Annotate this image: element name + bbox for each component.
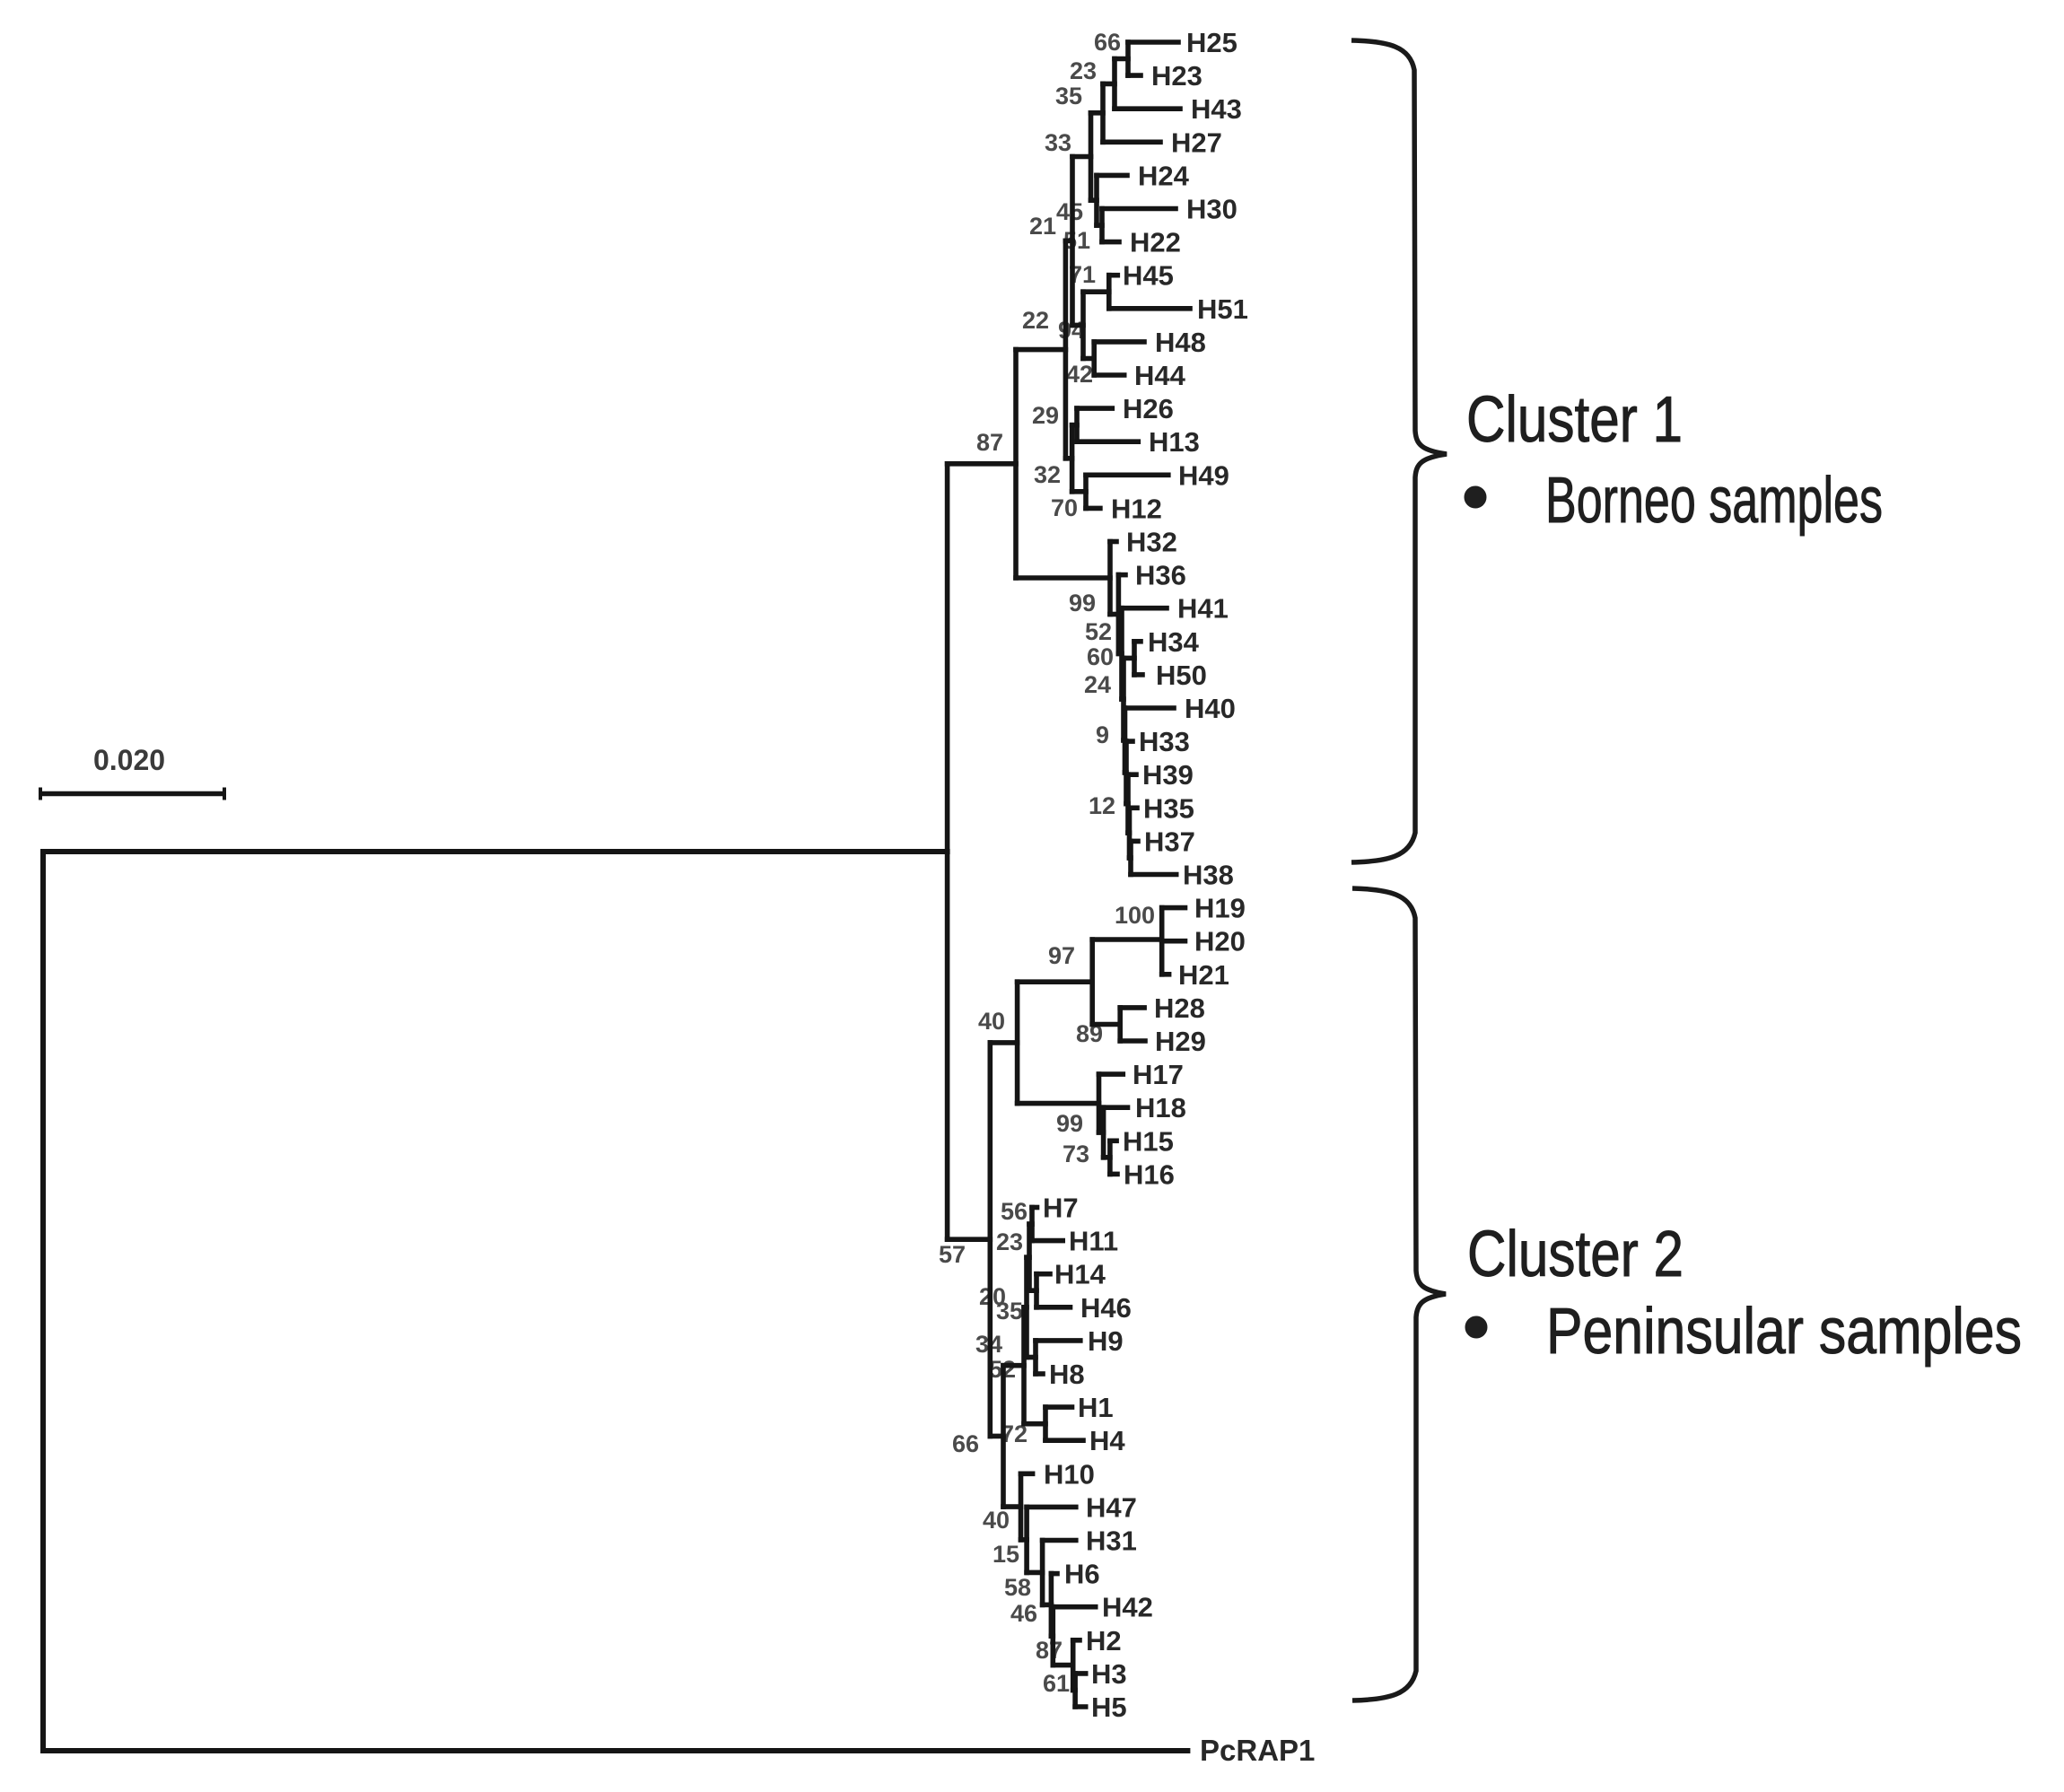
svg-text:Borneo samples: Borneo samples [1545, 465, 1883, 537]
svg-text:Cluster 1: Cluster 1 [1466, 384, 1683, 456]
svg-text:H21: H21 [1178, 959, 1229, 991]
svg-text:12: 12 [1089, 792, 1115, 819]
svg-text:58: 58 [1004, 1574, 1031, 1601]
svg-text:H48: H48 [1155, 327, 1206, 358]
svg-text:H34: H34 [1148, 626, 1200, 658]
svg-text:87: 87 [1036, 1637, 1063, 1664]
svg-text:46: 46 [1010, 1600, 1037, 1627]
svg-text:21: 21 [1029, 213, 1056, 240]
svg-text:H17: H17 [1133, 1059, 1184, 1090]
svg-text:0.020: 0.020 [93, 744, 165, 776]
svg-text:97: 97 [1048, 942, 1075, 969]
svg-text:35: 35 [996, 1298, 1023, 1324]
svg-text:H27: H27 [1171, 127, 1222, 158]
svg-text:35: 35 [1055, 83, 1082, 109]
svg-text:42: 42 [1066, 361, 1093, 388]
svg-text:70: 70 [1051, 494, 1078, 521]
svg-text:H22: H22 [1130, 227, 1181, 258]
svg-text:H20: H20 [1194, 926, 1246, 957]
svg-text:H35: H35 [1143, 792, 1194, 824]
svg-text:100: 100 [1115, 902, 1155, 929]
svg-text:60: 60 [1087, 643, 1114, 670]
svg-text:H2: H2 [1086, 1625, 1122, 1657]
svg-text:H11: H11 [1069, 1226, 1118, 1257]
svg-text:H38: H38 [1183, 860, 1234, 891]
svg-text:H3: H3 [1091, 1658, 1127, 1690]
svg-text:H36: H36 [1135, 560, 1186, 591]
svg-text:87: 87 [976, 429, 1003, 456]
svg-text:66: 66 [952, 1430, 979, 1457]
svg-text:H19: H19 [1194, 893, 1246, 924]
svg-text:H33: H33 [1139, 726, 1190, 757]
svg-text:H4: H4 [1089, 1425, 1125, 1456]
svg-text:H18: H18 [1135, 1092, 1186, 1123]
svg-text:22: 22 [1022, 307, 1049, 334]
svg-text:45: 45 [1056, 198, 1083, 225]
svg-text:H37: H37 [1144, 826, 1195, 857]
svg-text:H24: H24 [1138, 160, 1190, 191]
svg-text:H40: H40 [1185, 693, 1236, 724]
svg-text:29: 29 [1032, 402, 1059, 429]
svg-text:H25: H25 [1186, 27, 1238, 58]
svg-text:H50: H50 [1156, 660, 1207, 691]
svg-text:61: 61 [1043, 1670, 1070, 1697]
svg-text:H7: H7 [1043, 1193, 1079, 1224]
svg-text:73: 73 [1063, 1141, 1089, 1167]
svg-text:24: 24 [1084, 671, 1111, 698]
svg-text:H41: H41 [1177, 593, 1229, 625]
svg-text:40: 40 [978, 1008, 1005, 1035]
svg-text:H16: H16 [1124, 1158, 1175, 1190]
svg-text:23: 23 [1070, 57, 1097, 84]
svg-text:99: 99 [1056, 1110, 1083, 1137]
svg-text:99: 99 [1069, 590, 1096, 616]
svg-text:H44: H44 [1134, 360, 1186, 391]
svg-text:52: 52 [1085, 618, 1112, 645]
svg-text:H30: H30 [1186, 194, 1238, 225]
svg-text:H42: H42 [1102, 1592, 1153, 1623]
svg-text:H49: H49 [1178, 459, 1229, 491]
svg-text:H43: H43 [1191, 93, 1242, 125]
svg-text:H13: H13 [1149, 426, 1200, 458]
svg-text:H9: H9 [1088, 1325, 1124, 1357]
svg-text:66: 66 [1094, 29, 1121, 56]
svg-text:H28: H28 [1154, 992, 1205, 1024]
svg-text:23: 23 [996, 1228, 1023, 1255]
svg-text:57: 57 [939, 1241, 966, 1268]
svg-text:H31: H31 [1086, 1525, 1137, 1557]
svg-text:H12: H12 [1111, 493, 1162, 524]
svg-text:56: 56 [1001, 1198, 1028, 1225]
svg-text:H8: H8 [1049, 1359, 1085, 1390]
svg-text:H6: H6 [1064, 1559, 1100, 1590]
svg-text:H26: H26 [1123, 393, 1174, 424]
svg-text:15: 15 [993, 1541, 1019, 1568]
svg-text:H29: H29 [1155, 1026, 1206, 1057]
svg-text:H32: H32 [1126, 527, 1177, 558]
svg-text:H47: H47 [1086, 1491, 1137, 1523]
svg-text:Peninsular samples: Peninsular samples [1546, 1296, 2022, 1368]
svg-text:H39: H39 [1142, 759, 1194, 791]
svg-text:H5: H5 [1091, 1691, 1127, 1723]
svg-text:9: 9 [1096, 721, 1109, 748]
svg-text:PcRAP1: PcRAP1 [1200, 1734, 1315, 1767]
svg-text:H1: H1 [1078, 1392, 1114, 1423]
svg-text:H45: H45 [1123, 260, 1174, 292]
svg-text:Cluster 2: Cluster 2 [1467, 1219, 1684, 1290]
svg-text:33: 33 [1045, 129, 1071, 156]
svg-text:H14: H14 [1054, 1259, 1106, 1290]
svg-text:H23: H23 [1151, 60, 1203, 92]
svg-text:H51: H51 [1197, 293, 1248, 325]
svg-text:H46: H46 [1080, 1292, 1132, 1324]
svg-text:H10: H10 [1044, 1458, 1095, 1490]
svg-text:H15: H15 [1123, 1125, 1174, 1157]
svg-text:40: 40 [983, 1507, 1010, 1534]
svg-text:32: 32 [1034, 461, 1061, 488]
